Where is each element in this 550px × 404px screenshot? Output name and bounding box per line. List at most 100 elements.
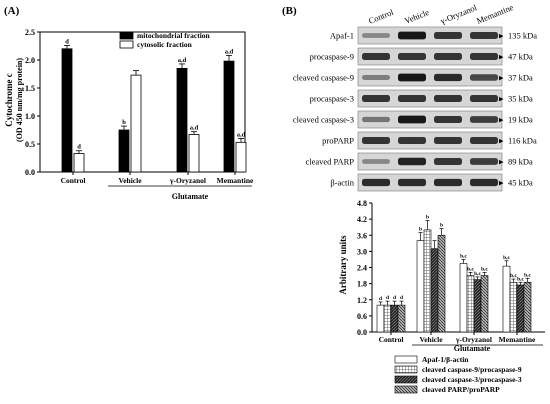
lane-label-oryzanol: γ-Oryzanol	[438, 2, 479, 26]
significance-label: b	[440, 223, 443, 229]
blot-band	[434, 73, 462, 82]
significance-label: b,c	[474, 271, 481, 277]
significance-label: b,c	[524, 272, 531, 278]
x-tick-label: γ-Oryzanol	[455, 335, 492, 344]
blot-kda: 116 kDa	[508, 136, 537, 146]
blot-band	[470, 32, 498, 39]
blot-row-label: proPARP	[322, 136, 354, 146]
significance-label: a,d	[178, 57, 187, 64]
blot-band	[470, 95, 498, 102]
blot-band	[398, 137, 426, 144]
bar	[390, 304, 399, 333]
blot-band	[362, 75, 390, 80]
blot-arrow: ▸	[499, 115, 504, 125]
legend-swatch	[119, 40, 134, 49]
blot-arrow: ▸	[499, 157, 504, 167]
significance-label: b	[122, 119, 126, 126]
bar	[480, 275, 489, 333]
blot-band	[434, 178, 462, 187]
x-tick-label: Memantine	[217, 176, 254, 185]
blot-band	[362, 178, 390, 187]
y-axis-label: Cytochrome c	[4, 73, 14, 127]
blot-band	[470, 53, 498, 60]
significance-label: d	[400, 295, 403, 301]
legend-label: cleaved PARP/proPARP	[422, 385, 500, 394]
blot-kda: 19 kDa	[508, 115, 533, 125]
y-tick-label: 2.5	[25, 28, 35, 37]
blot-strip	[357, 89, 503, 108]
y-tick-label: 0.6	[357, 312, 367, 321]
bar	[376, 304, 385, 333]
x-tick-label: Vehicle	[419, 335, 443, 344]
blot-band	[362, 137, 390, 144]
blot-band	[362, 53, 390, 60]
blot-band	[398, 95, 426, 102]
blot-band	[398, 178, 426, 187]
legend-label: cleaved caspase-9/procaspase-9	[422, 365, 522, 374]
blot-band	[434, 158, 462, 165]
blot-strip	[357, 173, 503, 192]
y-tick-label: 1.2	[357, 296, 367, 305]
bar	[176, 68, 188, 173]
significance-label: a,d	[237, 131, 246, 138]
blot-kda: 89 kDa	[508, 157, 533, 167]
legend-swatch	[394, 375, 418, 384]
y-tick-label: 2.0	[25, 56, 35, 65]
y-tick-label: 1.8	[357, 280, 367, 289]
blot-strip	[357, 68, 503, 87]
significance-label: b	[419, 227, 422, 233]
chart-a: Cytochrome c (OD 450 nm/mg protein) Glut…	[4, 28, 254, 201]
y-tick-label: 2.4	[357, 264, 367, 273]
blot-kda: 45 kDa	[508, 178, 533, 188]
blot-band	[470, 178, 498, 187]
significance-label: d	[379, 296, 382, 302]
bar	[416, 240, 425, 333]
blot-arrow: ▸	[499, 94, 504, 104]
significance-label: b	[426, 214, 429, 220]
lane-label-control: Control	[367, 7, 395, 26]
bar	[423, 229, 432, 333]
plot-frame	[39, 31, 246, 173]
significance-label: a,d	[190, 125, 199, 132]
x-tick-label: Vehicle	[118, 176, 142, 185]
blot-kda: 47 kDa	[508, 52, 533, 62]
blot-strip	[357, 131, 503, 150]
significance-label: a,d	[225, 49, 234, 56]
blot-row-label: cleaved caspase-3	[293, 115, 354, 125]
significance-label: b,c	[481, 266, 488, 272]
bar	[466, 275, 475, 333]
legend-swatch	[394, 365, 418, 374]
y-tick-label: 0.5	[25, 140, 35, 149]
bar	[509, 281, 518, 333]
y-tick-label: 3.0	[357, 247, 367, 256]
significance-label: d	[393, 295, 396, 301]
blot-arrow: ▸	[499, 73, 504, 83]
legend-label: mitochondrial fraction	[137, 31, 211, 40]
bar	[223, 60, 235, 173]
blot-band	[434, 137, 462, 144]
blot-band	[362, 159, 390, 164]
significance-label: d	[386, 295, 389, 301]
significance-label: b,c	[503, 255, 510, 261]
blot-band	[398, 73, 426, 82]
significance-label: b,c	[460, 253, 467, 259]
bar	[430, 248, 439, 333]
chart-b: Arbitrary units Glutamate 0.0 0.6 1.2 1.8 2.…	[338, 199, 545, 394]
blot-band	[434, 116, 462, 123]
y-tick-label: 4.2	[357, 215, 367, 224]
y-tick-label: 0.0	[357, 328, 367, 337]
y-axis-label-unit: (OD 450 nm/mg protein)	[15, 58, 24, 142]
x-tick-label: Control	[61, 176, 86, 185]
blot-band	[362, 33, 390, 38]
bar	[235, 141, 247, 173]
blot-arrow: ▸	[499, 52, 504, 62]
lane-label-memantine: Memantine	[475, 2, 515, 26]
group-label: Glutamate	[454, 344, 491, 353]
x-tick-label: Memantine	[499, 335, 536, 344]
bar	[473, 279, 482, 333]
significance-label: b,c	[467, 266, 474, 272]
blot-kda: 35 kDa	[508, 94, 533, 104]
blot-band	[362, 116, 390, 123]
